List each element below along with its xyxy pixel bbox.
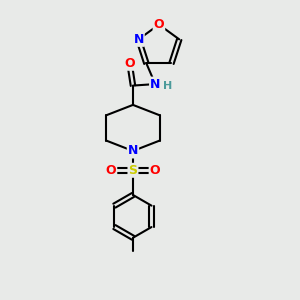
Text: O: O xyxy=(125,57,135,70)
Text: H: H xyxy=(163,81,172,91)
Text: S: S xyxy=(128,164,137,177)
Text: N: N xyxy=(128,145,138,158)
Text: O: O xyxy=(154,18,164,31)
Text: N: N xyxy=(134,33,144,46)
Text: O: O xyxy=(106,164,116,177)
Text: N: N xyxy=(150,78,160,91)
Text: O: O xyxy=(150,164,160,177)
